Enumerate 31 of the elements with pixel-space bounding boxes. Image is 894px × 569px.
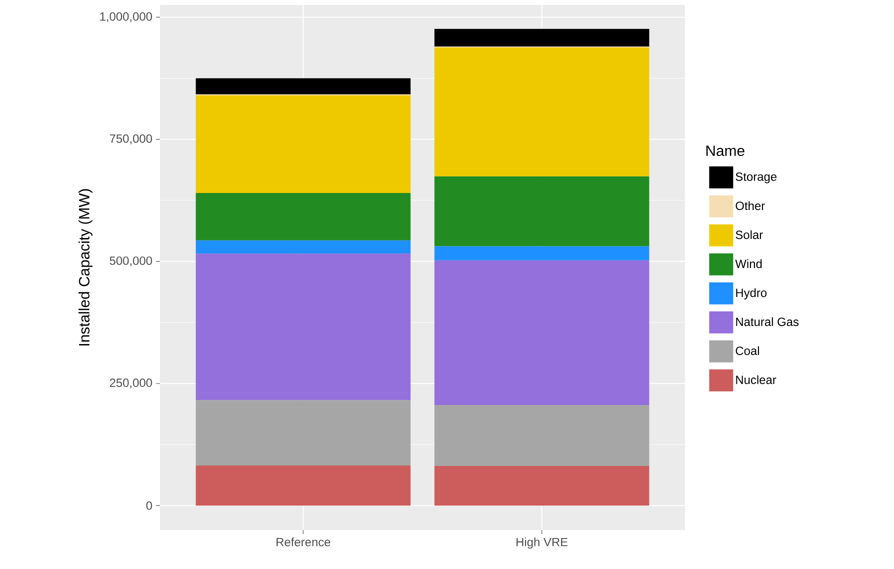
bar: [196, 78, 411, 94]
bar: [434, 176, 650, 246]
bar: [196, 400, 411, 466]
y-tick-label: 250,000: [110, 378, 152, 388]
y-axis-title: Installed Capacity (MW): [78, 189, 92, 346]
legend-label: Natural Gas: [736, 317, 799, 326]
bar: [434, 404, 650, 466]
legend-label: Other: [736, 201, 765, 210]
y-tick-label: 750,000: [110, 134, 152, 144]
y-tick-label: 1,000,000: [100, 12, 152, 22]
y-tick-label: 0: [146, 501, 152, 510]
bar: [196, 95, 411, 194]
legend-label: Coal: [736, 346, 759, 356]
bar: [196, 193, 411, 240]
bar: [434, 28, 650, 47]
legend-label: Storage: [736, 172, 777, 184]
y-tick-label: 500,000: [110, 256, 152, 266]
bar: [196, 254, 411, 400]
bar: [196, 240, 411, 254]
legend-title: Name: [706, 146, 744, 156]
bar: [434, 246, 650, 260]
legend-label: Hydro: [736, 288, 767, 300]
bar: [434, 47, 650, 176]
legend-label: Solar: [736, 230, 763, 240]
x-tick-label: High VRE: [516, 538, 568, 549]
legend-label: Nuclear: [736, 375, 776, 384]
bar: [434, 466, 650, 506]
bar: [434, 260, 650, 405]
legend-label: Wind: [735, 259, 762, 268]
bar: [196, 466, 411, 506]
x-tick-label: Reference: [276, 538, 330, 546]
